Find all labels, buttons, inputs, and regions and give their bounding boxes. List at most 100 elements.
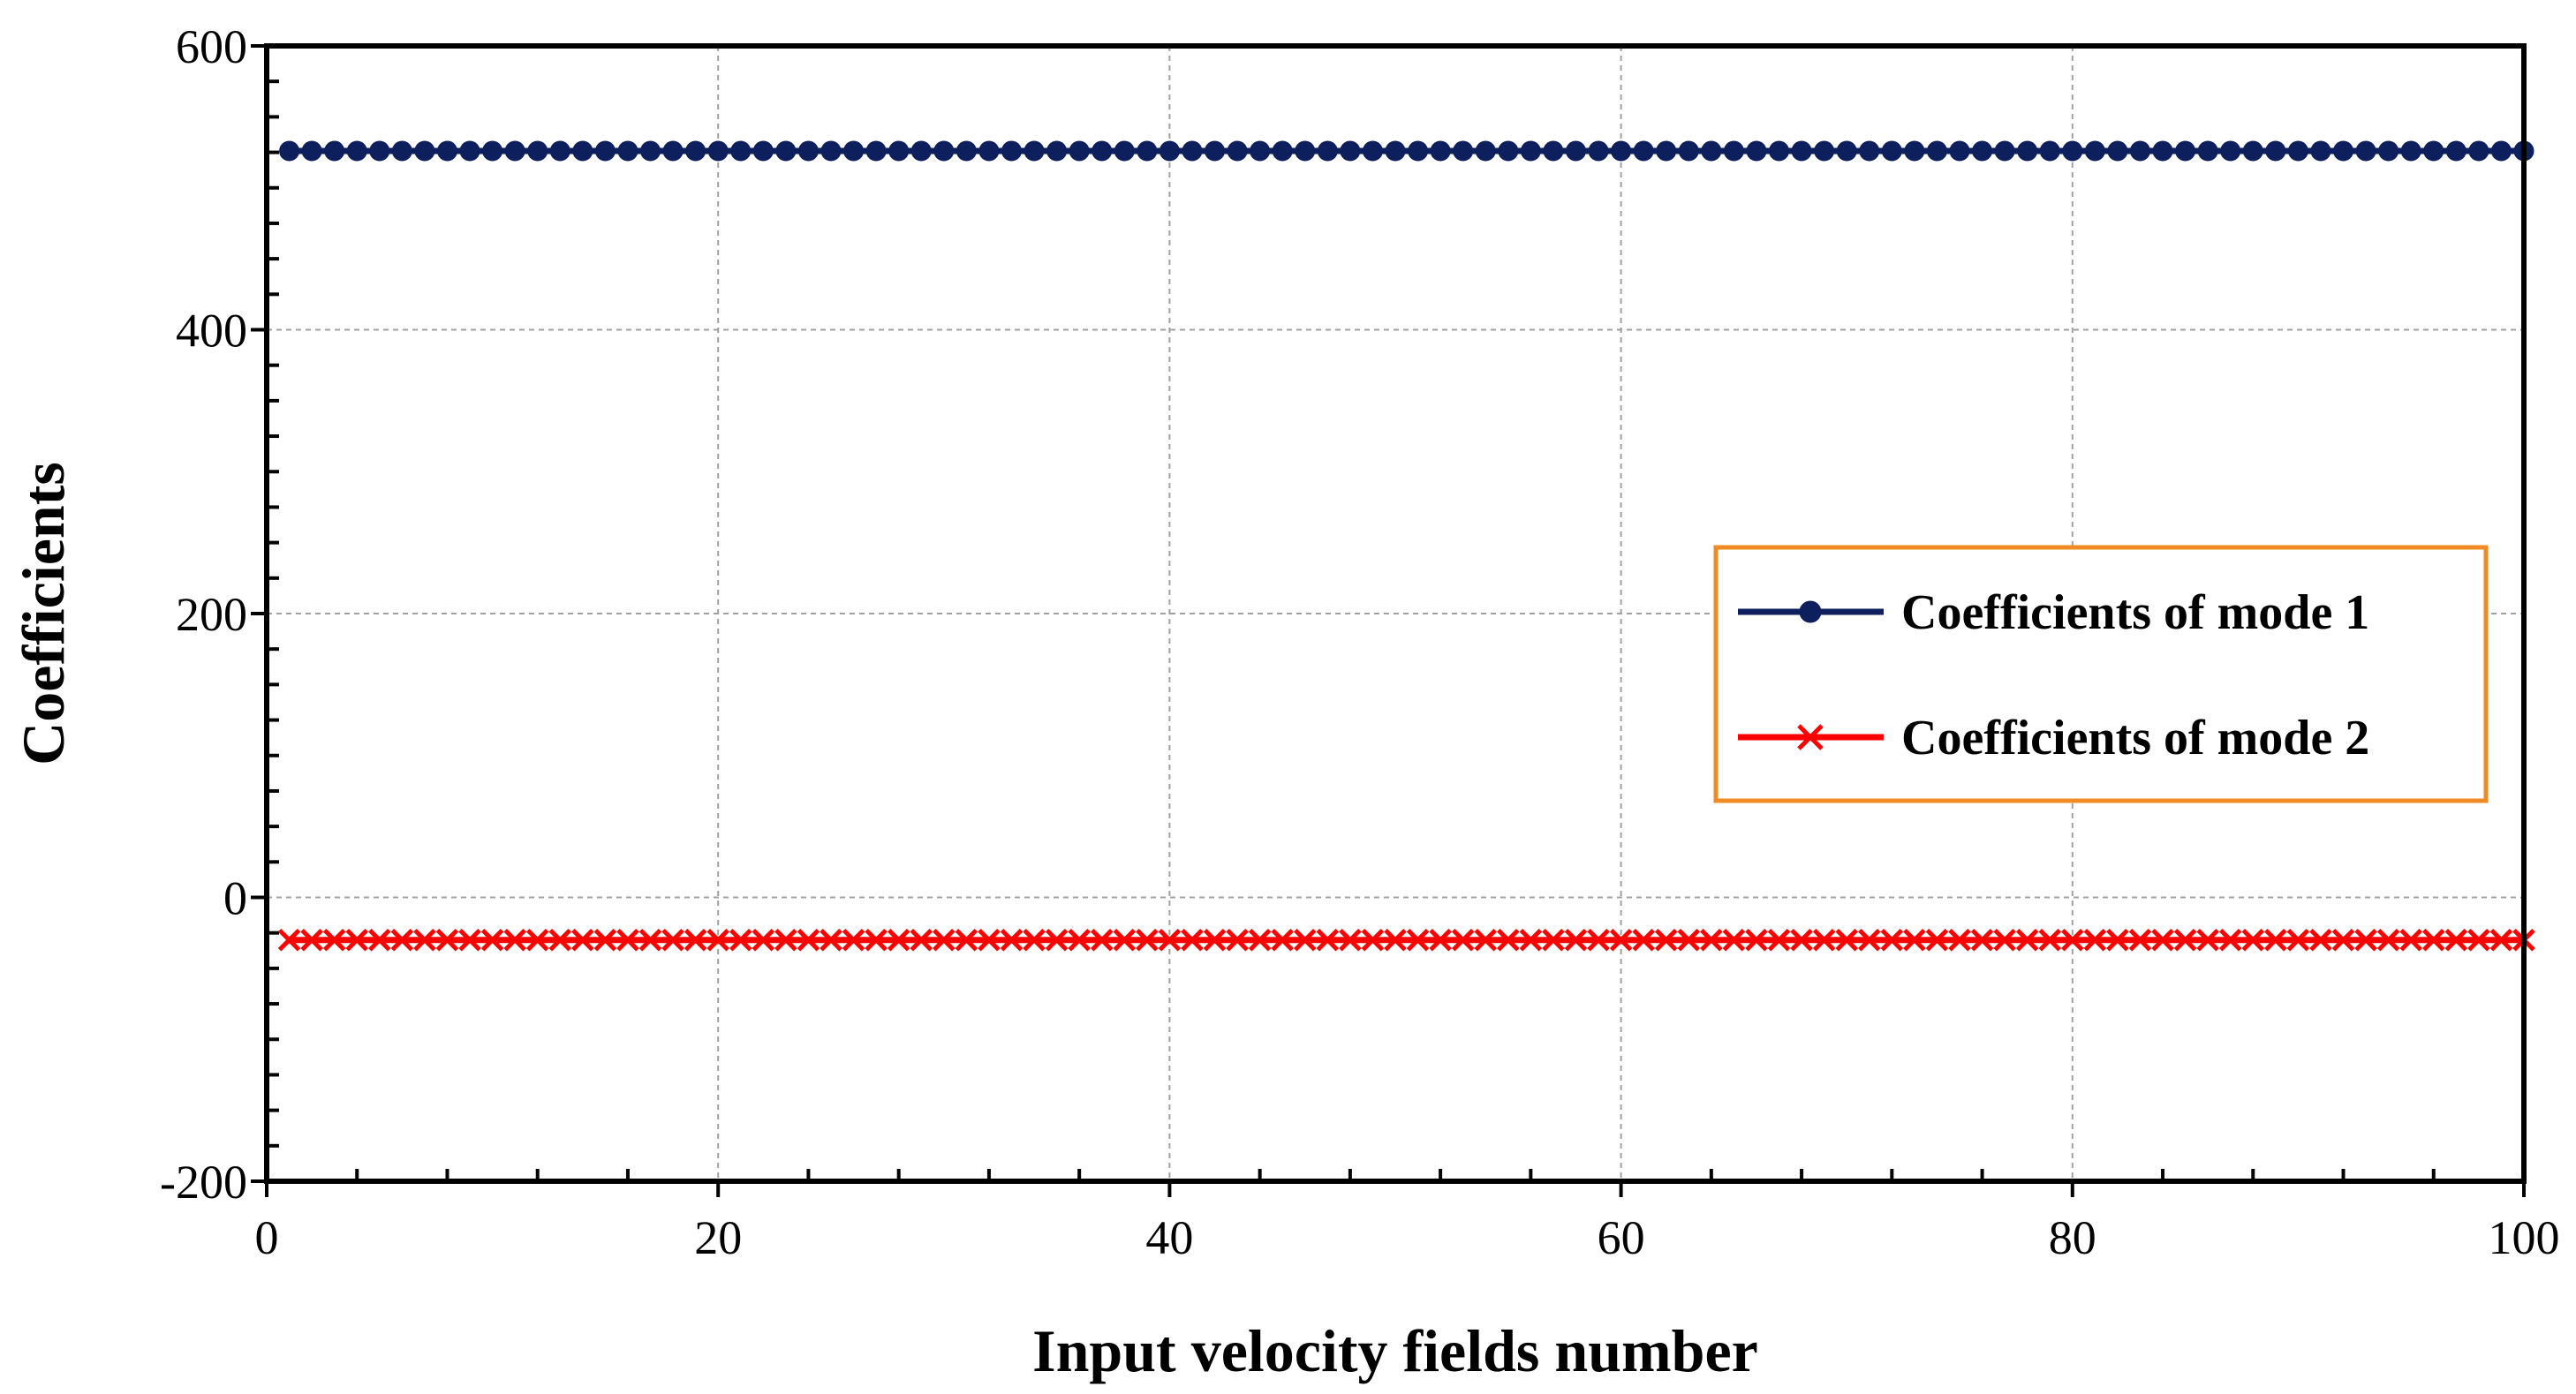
data-point [1632, 928, 1655, 952]
marker-stroke [1429, 928, 1452, 952]
marker-stroke [1519, 928, 1543, 952]
data-point [1791, 140, 1812, 162]
marker-stroke [2286, 928, 2310, 952]
marker-stroke [2128, 928, 2152, 952]
data-point [571, 928, 594, 952]
grid [267, 46, 2524, 1181]
marker-stroke [2173, 928, 2197, 952]
data-point [2061, 928, 2084, 952]
data-point [865, 928, 888, 952]
data-point [414, 140, 435, 162]
marker-stroke [1293, 928, 1317, 952]
data-point [2175, 140, 2196, 162]
legend: Coefficients of mode 1 Coefficients of mo… [1713, 545, 2489, 803]
data-point [1430, 140, 1451, 162]
data-point [2287, 140, 2308, 162]
legend-label: Coefficients of mode 2 [1901, 711, 2369, 765]
data-point [2399, 928, 2422, 952]
marker-stroke [1880, 928, 1904, 952]
y-tick-label: 600 [176, 20, 247, 73]
marker-stroke [1271, 928, 1294, 952]
data-point [2062, 140, 2083, 162]
data-point [525, 928, 549, 952]
marker-stroke [706, 928, 729, 952]
marker-stroke [1226, 928, 1249, 952]
data-point [1723, 140, 1744, 162]
data-point [436, 140, 457, 162]
marker-stroke [300, 928, 323, 952]
marker-stroke [480, 928, 504, 952]
data-point [1227, 140, 1248, 162]
x-tick-label: 40 [1145, 1211, 1193, 1264]
marker-stroke [2354, 928, 2377, 952]
data-point [1609, 928, 1633, 952]
data-point [1203, 928, 1227, 952]
data-point [1656, 140, 1677, 162]
data-point [2129, 140, 2150, 162]
series-1 [279, 140, 2534, 162]
data-point [706, 928, 729, 952]
data-point [2468, 140, 2489, 162]
marker-stroke [1248, 928, 1272, 952]
marker-stroke [322, 928, 346, 952]
data-point [1881, 140, 1902, 162]
data-point [1092, 140, 1113, 162]
marker-stroke [1700, 928, 1723, 952]
data-point [1024, 140, 1045, 162]
marker-stroke [1632, 928, 1655, 952]
data-point [1745, 928, 1768, 952]
data-point [978, 140, 1000, 162]
marker-stroke [525, 928, 549, 952]
marker-stroke [1316, 928, 1340, 952]
data-point [1226, 928, 1249, 952]
data-point [638, 928, 662, 952]
data-point [2467, 928, 2490, 952]
data-point [1769, 140, 1790, 162]
data-point [368, 928, 391, 952]
marker-stroke [1835, 928, 1858, 952]
marker-stroke [2196, 928, 2219, 952]
legend-entry-1: Coefficients of mode 1 [1738, 585, 2369, 640]
marker-stroke [1970, 928, 1994, 952]
y-axis-title: Coefficients [10, 462, 77, 765]
data-point [1926, 140, 1947, 162]
data-point [1362, 140, 1383, 162]
marker-stroke [1158, 928, 1182, 952]
data-point [1948, 928, 1971, 952]
data-point [1000, 928, 1024, 952]
data-point [1182, 140, 1203, 162]
data-point [322, 928, 346, 952]
ticks [251, 44, 2526, 1197]
data-point [888, 140, 910, 162]
marker-stroke [774, 928, 797, 952]
marker-stroke [1406, 928, 1430, 952]
data-point [1498, 140, 1519, 162]
data-point [1068, 928, 1091, 952]
marker-stroke [933, 928, 956, 952]
data-point [593, 928, 617, 952]
marker-stroke [435, 928, 459, 952]
data-point [1385, 140, 1406, 162]
marker-stroke [865, 928, 888, 952]
data-point [279, 140, 300, 162]
data-point [1746, 140, 1767, 162]
data-point [978, 928, 1001, 952]
marker-stroke [2038, 928, 2062, 952]
data-point [1158, 928, 1182, 952]
marker-stroke [978, 928, 1001, 952]
series-layer [277, 140, 2535, 952]
x-tick-label: 20 [694, 1211, 742, 1264]
data-point [1859, 140, 1880, 162]
data-point [2310, 140, 2331, 162]
data-point [549, 140, 570, 162]
data-point [1767, 928, 1791, 952]
data-point [503, 928, 526, 952]
marker-stroke [1812, 928, 1836, 952]
marker-stroke [277, 928, 301, 952]
data-point [2421, 928, 2445, 952]
data-point [482, 140, 503, 162]
data-point [1181, 928, 1204, 952]
data-point [2423, 140, 2444, 162]
marker-stroke [1797, 724, 1824, 750]
